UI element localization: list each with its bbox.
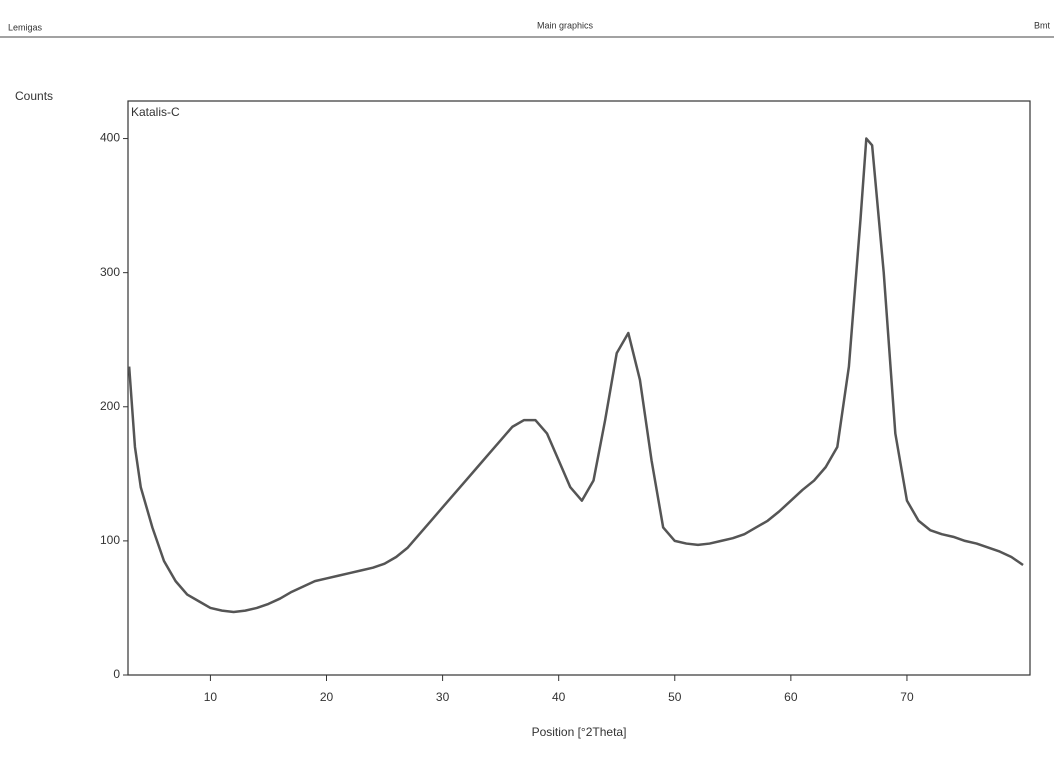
x-tick-label: 40 (552, 690, 566, 704)
y-tick-label: 100 (100, 533, 120, 547)
x-tick-label: 50 (668, 690, 682, 704)
y-tick-label: 400 (100, 131, 120, 145)
header-left: Lemigas (8, 22, 43, 32)
legend-label: Katalis-C (131, 105, 180, 119)
plot-frame (127, 100, 1031, 676)
y-axis-label: Counts (15, 89, 53, 103)
data-line (127, 137, 1024, 614)
y-tick-label: 300 (100, 265, 120, 279)
x-tick-label: 20 (320, 690, 334, 704)
x-axis-label: Position [°2Theta] (532, 725, 627, 739)
header-right: Bmt (1034, 20, 1051, 30)
x-tick-label: 70 (900, 690, 914, 704)
x-tick-label: 30 (436, 690, 450, 704)
y-tick-label: 200 (100, 399, 120, 413)
x-tick-label: 60 (784, 690, 798, 704)
y-tick-label: 0 (113, 667, 120, 681)
x-tick-label: 10 (204, 690, 218, 704)
header-center: Main graphics (537, 20, 594, 30)
